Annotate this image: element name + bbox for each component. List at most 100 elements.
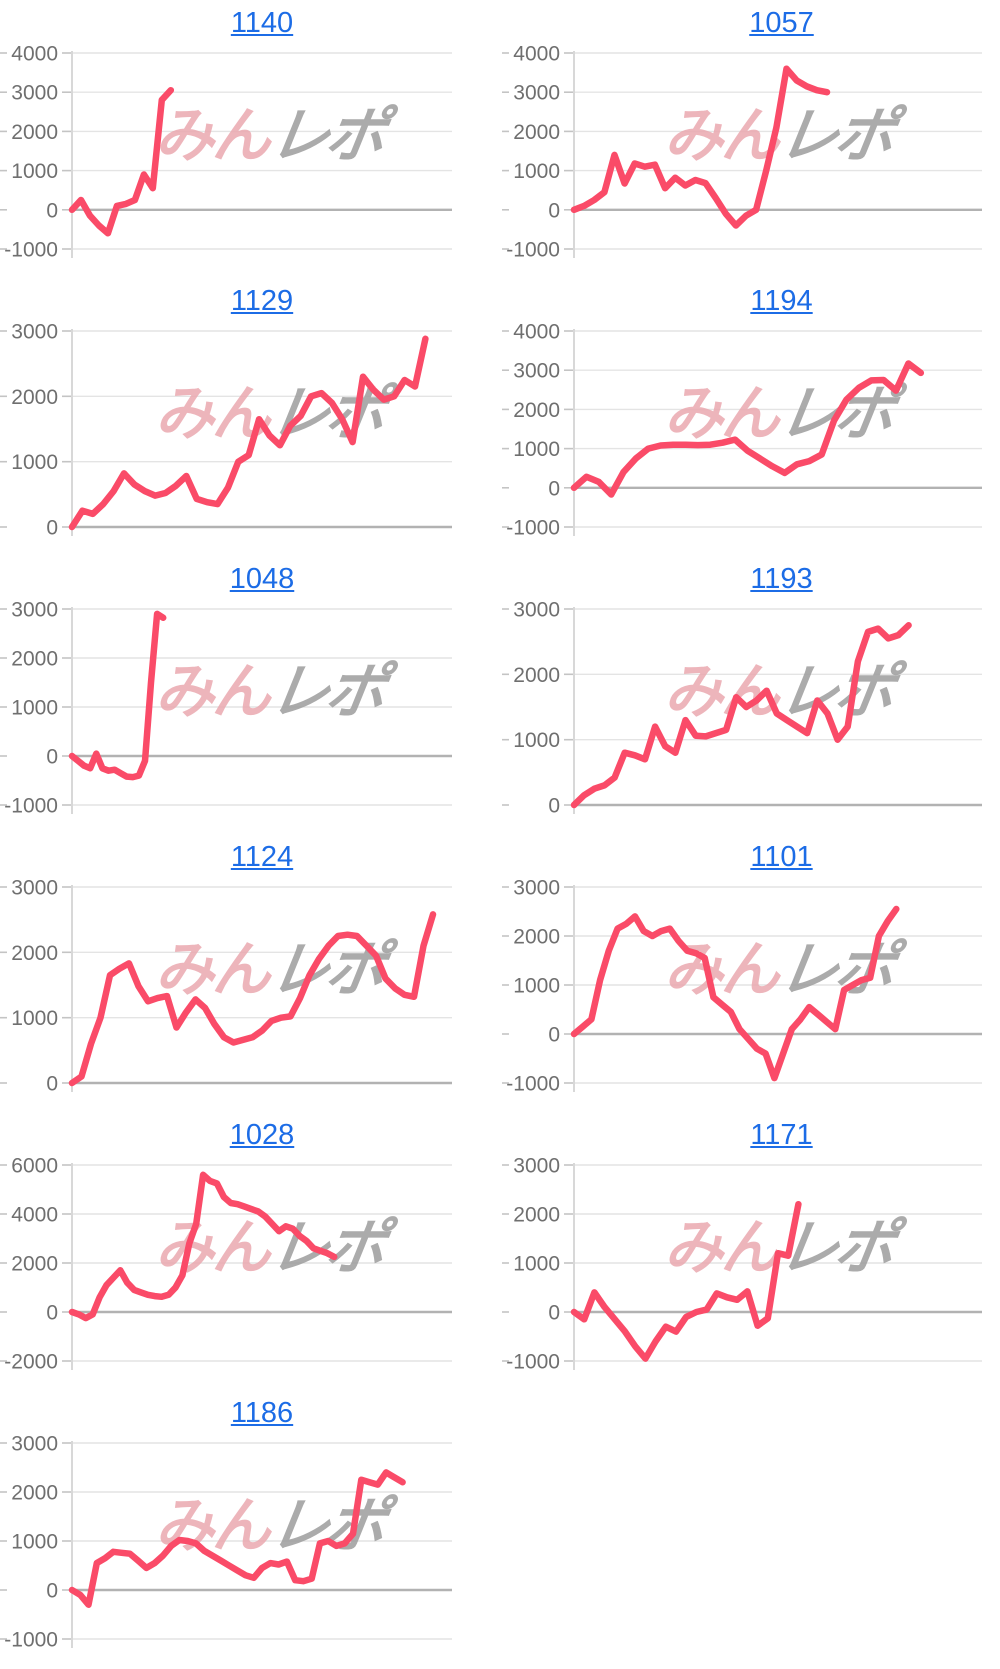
y-tick-label: 1000 <box>513 975 560 998</box>
chart-panel-1028: 1028 6000 4000 2000 0 -2000 みんレポ <box>0 1112 460 1390</box>
chart-title-row: 1186 <box>0 1396 460 1430</box>
y-tick-label: 4000 <box>513 321 560 344</box>
y-tick-label: -2000 <box>4 1351 58 1374</box>
chart-title-link[interactable]: 1193 <box>750 563 813 595</box>
y-tick-label: 1000 <box>11 1007 58 1030</box>
y-tick-label: 1000 <box>513 729 560 752</box>
y-tick-label: 2000 <box>11 1482 58 1505</box>
chart-title-row: 1171 <box>502 1118 997 1152</box>
chart-axes-svg: 4000 3000 2000 1000 0 -1000 <box>502 43 982 262</box>
chart-axes-svg: 3000 2000 1000 0 -1000 <box>0 1433 452 1652</box>
y-tick-label: 0 <box>548 477 560 500</box>
chart-area: 4000 3000 2000 1000 0 -1000 みんレポ <box>502 318 990 544</box>
y-tick-label: 1000 <box>513 438 560 461</box>
y-tick-label: 6000 <box>11 1155 58 1178</box>
y-tick-label: 2000 <box>513 664 560 687</box>
y-tick-label: 4000 <box>11 1204 58 1227</box>
chart-title-link[interactable]: 1057 <box>749 7 814 39</box>
chart-title-link[interactable]: 1186 <box>230 1397 294 1429</box>
y-tick-label: 1000 <box>513 160 560 183</box>
chart-panel-1129: 1129 3000 2000 1000 0 みんレポ <box>0 278 460 556</box>
chart-panel-1057: 1057 4000 3000 2000 1000 0 -1000 みんレポ <box>502 0 997 278</box>
chart-title-row: 1140 <box>0 6 460 40</box>
y-tick-label: 0 <box>46 517 58 540</box>
chart-title-link[interactable]: 1048 <box>229 563 295 595</box>
y-tick-label: 2000 <box>513 1204 560 1227</box>
y-tick-label: 0 <box>548 1024 560 1047</box>
y-tick-label: 0 <box>548 199 560 222</box>
chart-title-link[interactable]: 1101 <box>750 841 813 873</box>
y-tick-label: 3000 <box>11 599 58 622</box>
y-tick-label: -1000 <box>506 517 560 540</box>
y-tick-label: 2000 <box>11 648 58 671</box>
chart-axes-svg: 3000 2000 1000 0 <box>0 321 452 540</box>
chart-area: 4000 3000 2000 1000 0 -1000 みんレポ <box>0 40 460 266</box>
y-tick-label: 2000 <box>11 1253 58 1276</box>
chart-area: 3000 2000 1000 0 みんレポ <box>0 874 460 1100</box>
y-tick-label: 2000 <box>11 942 58 965</box>
chart-title-row: 1193 <box>502 562 997 596</box>
chart-axes-svg: 3000 2000 1000 0 -1000 <box>0 599 452 818</box>
chart-axes-svg: 3000 2000 1000 0 <box>502 599 982 818</box>
chart-area: 3000 2000 1000 0 -1000 みんレポ <box>502 874 990 1100</box>
chart-panel-1101: 1101 3000 2000 1000 0 -1000 みんレポ <box>502 834 997 1112</box>
y-tick-label: 0 <box>548 795 560 818</box>
chart-title-row: 1124 <box>0 840 460 874</box>
chart-panel-1194: 1194 4000 3000 2000 1000 0 -1000 みんレポ <box>502 278 997 556</box>
y-tick-label: 1000 <box>11 451 58 474</box>
y-tick-label: 1000 <box>11 1531 58 1554</box>
y-tick-label: -1000 <box>4 1629 58 1652</box>
chart-area: 6000 4000 2000 0 -2000 みんレポ <box>0 1152 460 1378</box>
y-tick-label: 2000 <box>11 386 58 409</box>
y-tick-label: 3000 <box>513 877 560 900</box>
y-tick-label: 0 <box>46 1302 58 1325</box>
y-tick-label: 2000 <box>513 926 560 949</box>
y-tick-label: 1000 <box>11 160 58 183</box>
chart-title-link[interactable]: 1171 <box>750 1119 813 1151</box>
y-tick-label: 0 <box>46 1580 58 1603</box>
y-tick-label: 3000 <box>11 877 58 900</box>
y-tick-label: 3000 <box>11 82 58 105</box>
y-tick-label: 4000 <box>11 43 58 66</box>
y-tick-label: -1000 <box>4 239 58 262</box>
y-tick-label: 3000 <box>513 599 560 622</box>
chart-area: 3000 2000 1000 0 みんレポ <box>502 596 990 822</box>
chart-panel-1048: 1048 3000 2000 1000 0 -1000 みんレポ <box>0 556 460 834</box>
y-tick-label: -1000 <box>4 795 58 818</box>
y-tick-label: 1000 <box>11 697 58 720</box>
chart-title-row: 1194 <box>502 284 997 318</box>
y-tick-label: -1000 <box>506 1073 560 1096</box>
y-tick-label: 1000 <box>513 1253 560 1276</box>
chart-area: 3000 2000 1000 0 -1000 みんレポ <box>0 1430 460 1656</box>
chart-title-row: 1057 <box>502 6 997 40</box>
y-tick-label: 3000 <box>11 321 58 344</box>
chart-area: 4000 3000 2000 1000 0 -1000 みんレポ <box>502 40 990 266</box>
chart-title-row: 1101 <box>502 840 997 874</box>
y-tick-label: 0 <box>46 1073 58 1096</box>
y-tick-label: 0 <box>46 746 58 769</box>
chart-axes-svg: 4000 3000 2000 1000 0 -1000 <box>502 321 982 540</box>
chart-title-link[interactable]: 1028 <box>229 1119 295 1151</box>
chart-title-link[interactable]: 1129 <box>230 285 294 317</box>
chart-panel-1193: 1193 3000 2000 1000 0 みんレポ <box>502 556 997 834</box>
chart-area: 3000 2000 1000 0 みんレポ <box>0 318 460 544</box>
chart-panel-1186: 1186 3000 2000 1000 0 -1000 みんレポ <box>0 1390 460 1668</box>
chart-panel-1124: 1124 3000 2000 1000 0 みんレポ <box>0 834 460 1112</box>
chart-axes-svg: 3000 2000 1000 0 -1000 <box>502 1155 982 1374</box>
chart-axes-svg: 6000 4000 2000 0 -2000 <box>0 1155 452 1374</box>
chart-axes-svg: 3000 2000 1000 0 -1000 <box>502 877 982 1096</box>
y-tick-label: -1000 <box>506 239 560 262</box>
chart-title-link[interactable]: 1194 <box>750 285 813 317</box>
chart-title-row: 1129 <box>0 284 460 318</box>
chart-title-row: 1028 <box>0 1118 460 1152</box>
chart-panel-1140: 1140 4000 3000 2000 1000 0 -1000 みんレポ <box>0 0 460 278</box>
chart-axes-svg: 4000 3000 2000 1000 0 -1000 <box>0 43 452 262</box>
chart-title-link[interactable]: 1140 <box>230 7 294 39</box>
y-tick-label: -1000 <box>506 1351 560 1374</box>
chart-area: 3000 2000 1000 0 -1000 みんレポ <box>502 1152 990 1378</box>
chart-title-link[interactable]: 1124 <box>230 841 294 873</box>
y-tick-label: 0 <box>46 199 58 222</box>
y-tick-label: 4000 <box>513 43 560 66</box>
chart-axes-svg: 3000 2000 1000 0 <box>0 877 452 1096</box>
